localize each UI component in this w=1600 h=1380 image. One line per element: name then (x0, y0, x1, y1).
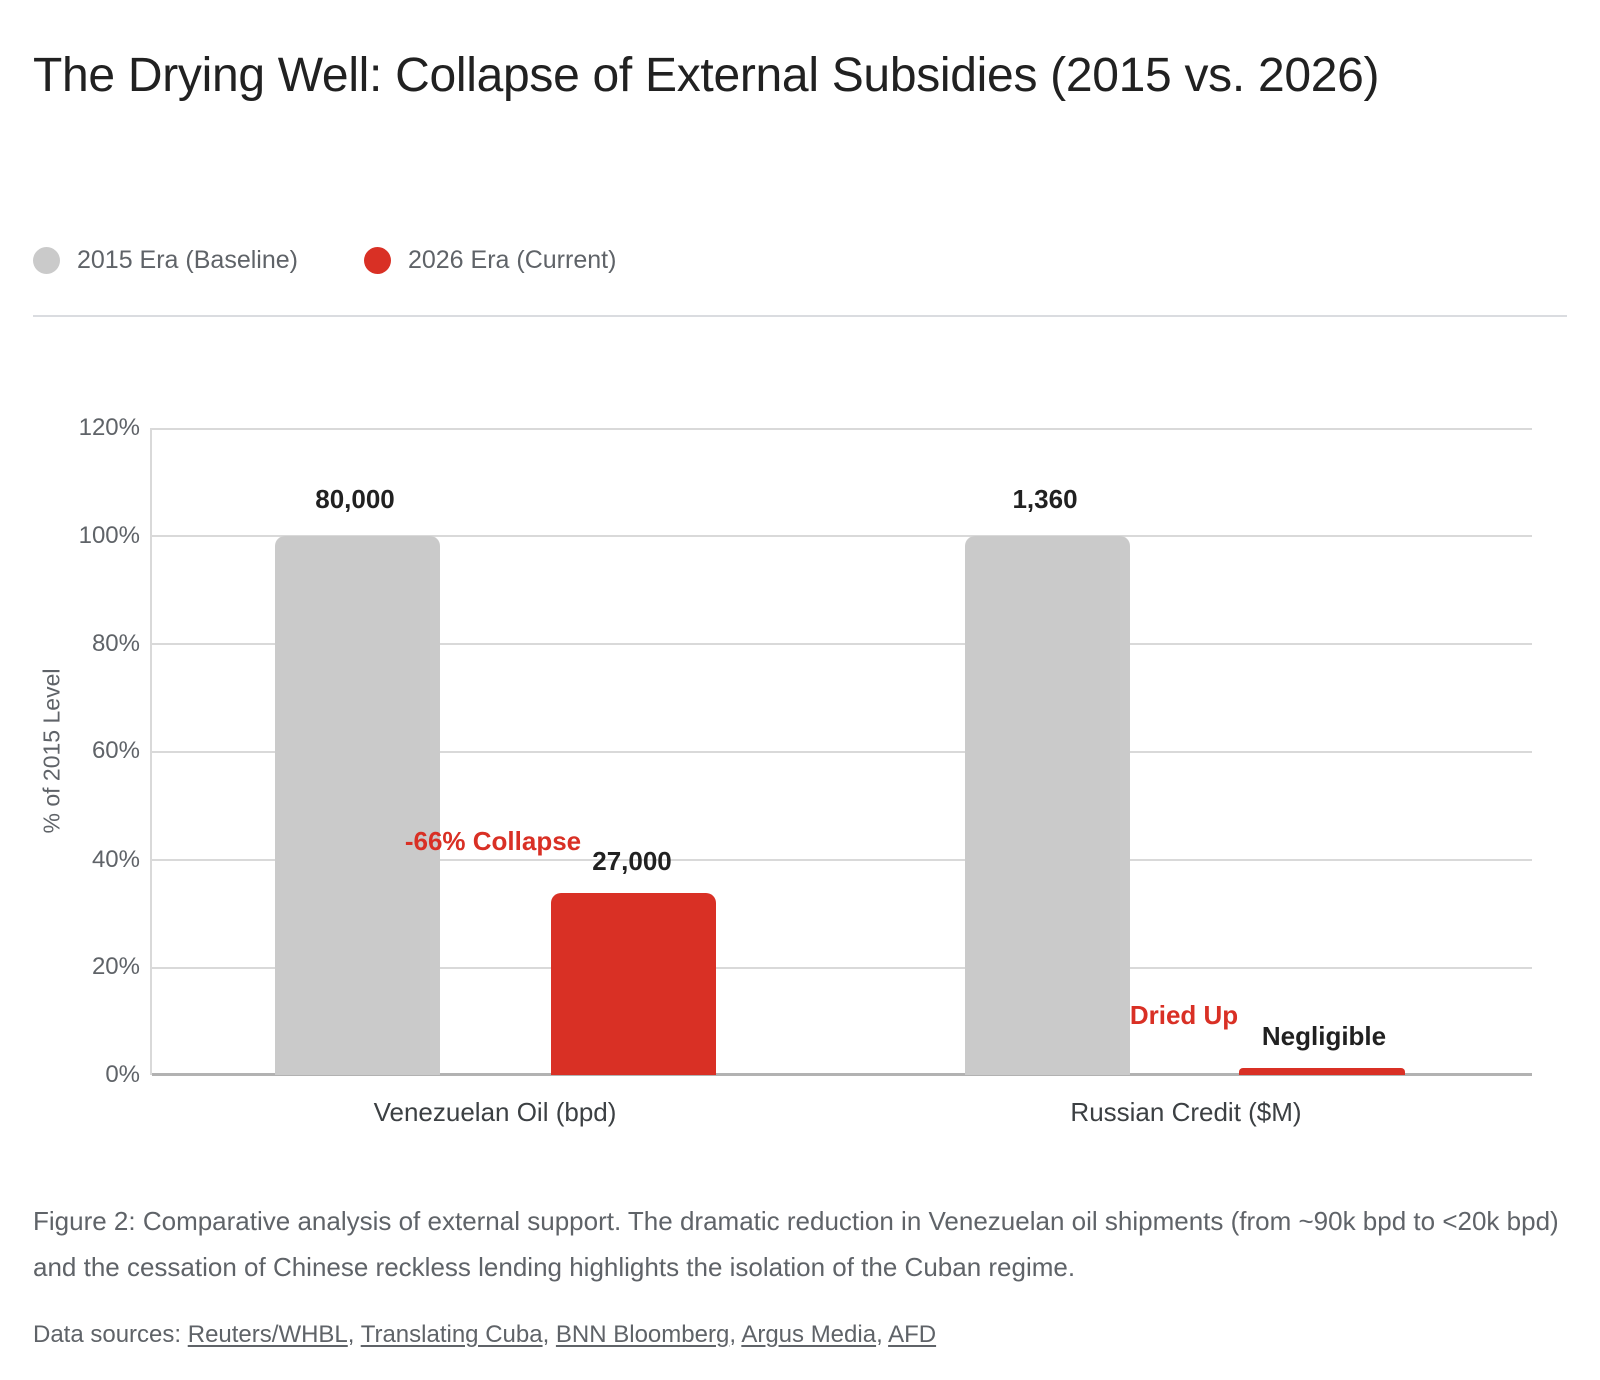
bar-venezuelan-oil-2015 (275, 536, 440, 1075)
value-label-80000: 80,000 (315, 484, 395, 514)
legend-dot-2026-icon (363, 247, 391, 274)
bar-russian-credit-2026 (1239, 1068, 1405, 1075)
source-separator: , (729, 1321, 742, 1348)
y-tick-20: 20% (91, 953, 140, 980)
source-separator: , (347, 1321, 361, 1348)
legend-label-2015: 2015 Era (Baseline) (77, 246, 298, 274)
value-label-1360: 1,360 (1012, 484, 1078, 514)
y-tick-80: 80% (91, 630, 140, 657)
y-tick-60: 60% (91, 737, 140, 764)
y-tick-40: 40% (91, 846, 140, 873)
legend-item-2026-current: 2026 Era (Current) (363, 246, 617, 275)
data-sources: Data sources: Reuters/WHBL, Translating … (33, 1320, 1567, 1350)
data-sources-prefix: Data sources: (33, 1321, 188, 1348)
source-link-argus-media[interactable]: Argus Media (741, 1321, 877, 1348)
legend: 2015 Era (Baseline) 2026 Era (Current) (33, 246, 616, 275)
bar-russian-credit-2015 (965, 536, 1130, 1075)
source-link-translating-cuba[interactable]: Translating Cuba (360, 1321, 543, 1348)
source-separator: , (542, 1321, 556, 1348)
header-divider (33, 315, 1567, 317)
legend-dot-2015-icon (33, 247, 60, 274)
source-link-afd[interactable]: AFD (888, 1321, 937, 1348)
figure-caption: Figure 2: Comparative analysis of extern… (33, 1206, 1559, 1282)
value-label-negligible: Negligible (1261, 1021, 1387, 1051)
y-tick-120: 120% (78, 414, 140, 441)
value-label-27000: 27,000 (592, 846, 672, 876)
source-link-reuters-whbl[interactable]: Reuters/WHBL (187, 1321, 348, 1348)
gridline-20 (152, 967, 1532, 969)
gridline-120 (152, 428, 1532, 430)
x-axis-baseline (152, 1073, 1532, 1076)
bar-venezuelan-oil-2026 (551, 893, 716, 1075)
annotation-dried-up: Dried Up (1129, 1000, 1239, 1030)
gridline-80 (152, 643, 1532, 645)
gridline-60 (152, 751, 1532, 753)
y-tick-100: 100% (78, 522, 140, 549)
page-title: The Drying Well: Collapse of External Su… (33, 49, 1380, 102)
gridline-100 (152, 535, 1532, 537)
source-link-bnn-bloomberg[interactable]: BNN Bloomberg (555, 1321, 730, 1348)
source-separator: , (876, 1321, 889, 1348)
plot-area (150, 428, 1532, 1076)
legend-item-2015-baseline: 2015 Era (Baseline) (33, 246, 298, 275)
category-label-venezuelan-oil: Venezuelan Oil (bpd) (373, 1097, 617, 1127)
category-label-russian-credit: Russian Credit ($M) (1070, 1097, 1302, 1127)
annotation-collapse: -66% Collapse (404, 826, 582, 856)
y-tick-0: 0% (105, 1061, 140, 1088)
legend-label-2026: 2026 Era (Current) (407, 246, 617, 274)
gridline-40 (152, 859, 1532, 861)
